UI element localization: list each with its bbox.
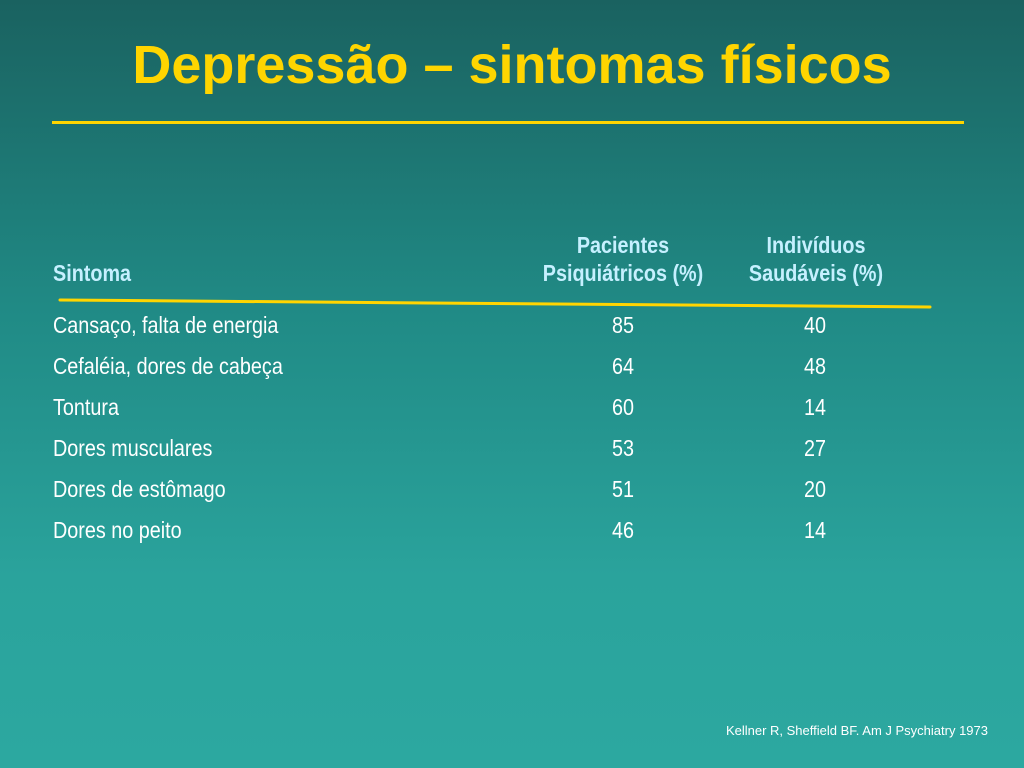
header-psychiatric-line1: Pacientes	[576, 232, 670, 258]
table-row: Cansaço, falta de energia 85 40	[0, 308, 1024, 349]
header-healthy-line2: Saudáveis (%)	[748, 260, 884, 286]
healthy-value: 27	[803, 435, 827, 461]
psychiatric-value: 60	[611, 394, 635, 420]
table-row: Dores no peito 46 14	[0, 513, 1024, 554]
symptom-name: Dores de estômago	[53, 476, 226, 502]
header-psychiatric-line2: Psiquiátricos (%)	[542, 260, 704, 286]
psychiatric-value: 85	[611, 312, 635, 338]
header-healthy-individuals: Indivíduos Saudáveis (%)	[720, 231, 913, 287]
table-row: Cefaléia, dores de cabeça 64 48	[0, 349, 1024, 390]
healthy-value: 48	[803, 353, 827, 379]
slide-title: Depressão – sintomas físicos	[132, 35, 892, 95]
psychiatric-value: 64	[611, 353, 635, 379]
healthy-value: 14	[803, 394, 827, 420]
table-row: Tontura 60 14	[0, 390, 1024, 431]
symptom-name: Cefaléia, dores de cabeça	[53, 353, 283, 379]
symptom-name: Tontura	[53, 394, 119, 420]
healthy-value: 40	[803, 312, 827, 338]
table-row: Dores musculares 53 27	[0, 431, 1024, 472]
title-divider	[52, 121, 964, 124]
header-psychiatric-patients: Pacientes Psiquiátricos (%)	[526, 231, 720, 287]
symptom-name: Dores musculares	[53, 435, 213, 461]
psychiatric-value: 46	[611, 517, 635, 543]
table-row: Dores de estômago 51 20	[0, 472, 1024, 513]
psychiatric-value: 53	[611, 435, 635, 461]
citation: Kellner R, Sheffield BF. Am J Psychiatry…	[725, 723, 988, 738]
symptom-name: Dores no peito	[53, 517, 182, 543]
header-healthy-line1: Indivíduos	[766, 232, 866, 258]
psychiatric-value: 51	[611, 476, 635, 502]
healthy-value: 14	[803, 517, 827, 543]
symptom-table: Cansaço, falta de energia 85 40 Cefaléia…	[0, 308, 1024, 554]
symptom-name: Cansaço, falta de energia	[53, 312, 279, 338]
healthy-value: 20	[803, 476, 827, 502]
header-symptom: Sintoma	[53, 260, 132, 286]
